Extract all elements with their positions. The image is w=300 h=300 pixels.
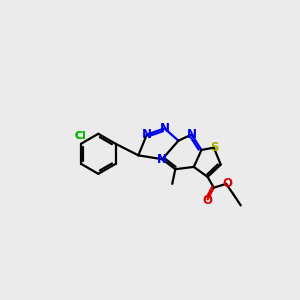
- Text: O: O: [203, 194, 213, 207]
- Text: N: N: [187, 128, 196, 141]
- Text: O: O: [222, 177, 232, 190]
- Text: N: N: [142, 128, 152, 141]
- Text: S: S: [210, 141, 219, 154]
- Text: Cl: Cl: [74, 131, 86, 141]
- Text: Cl: Cl: [74, 131, 86, 141]
- Text: N: N: [160, 122, 170, 135]
- Text: N: N: [157, 153, 167, 166]
